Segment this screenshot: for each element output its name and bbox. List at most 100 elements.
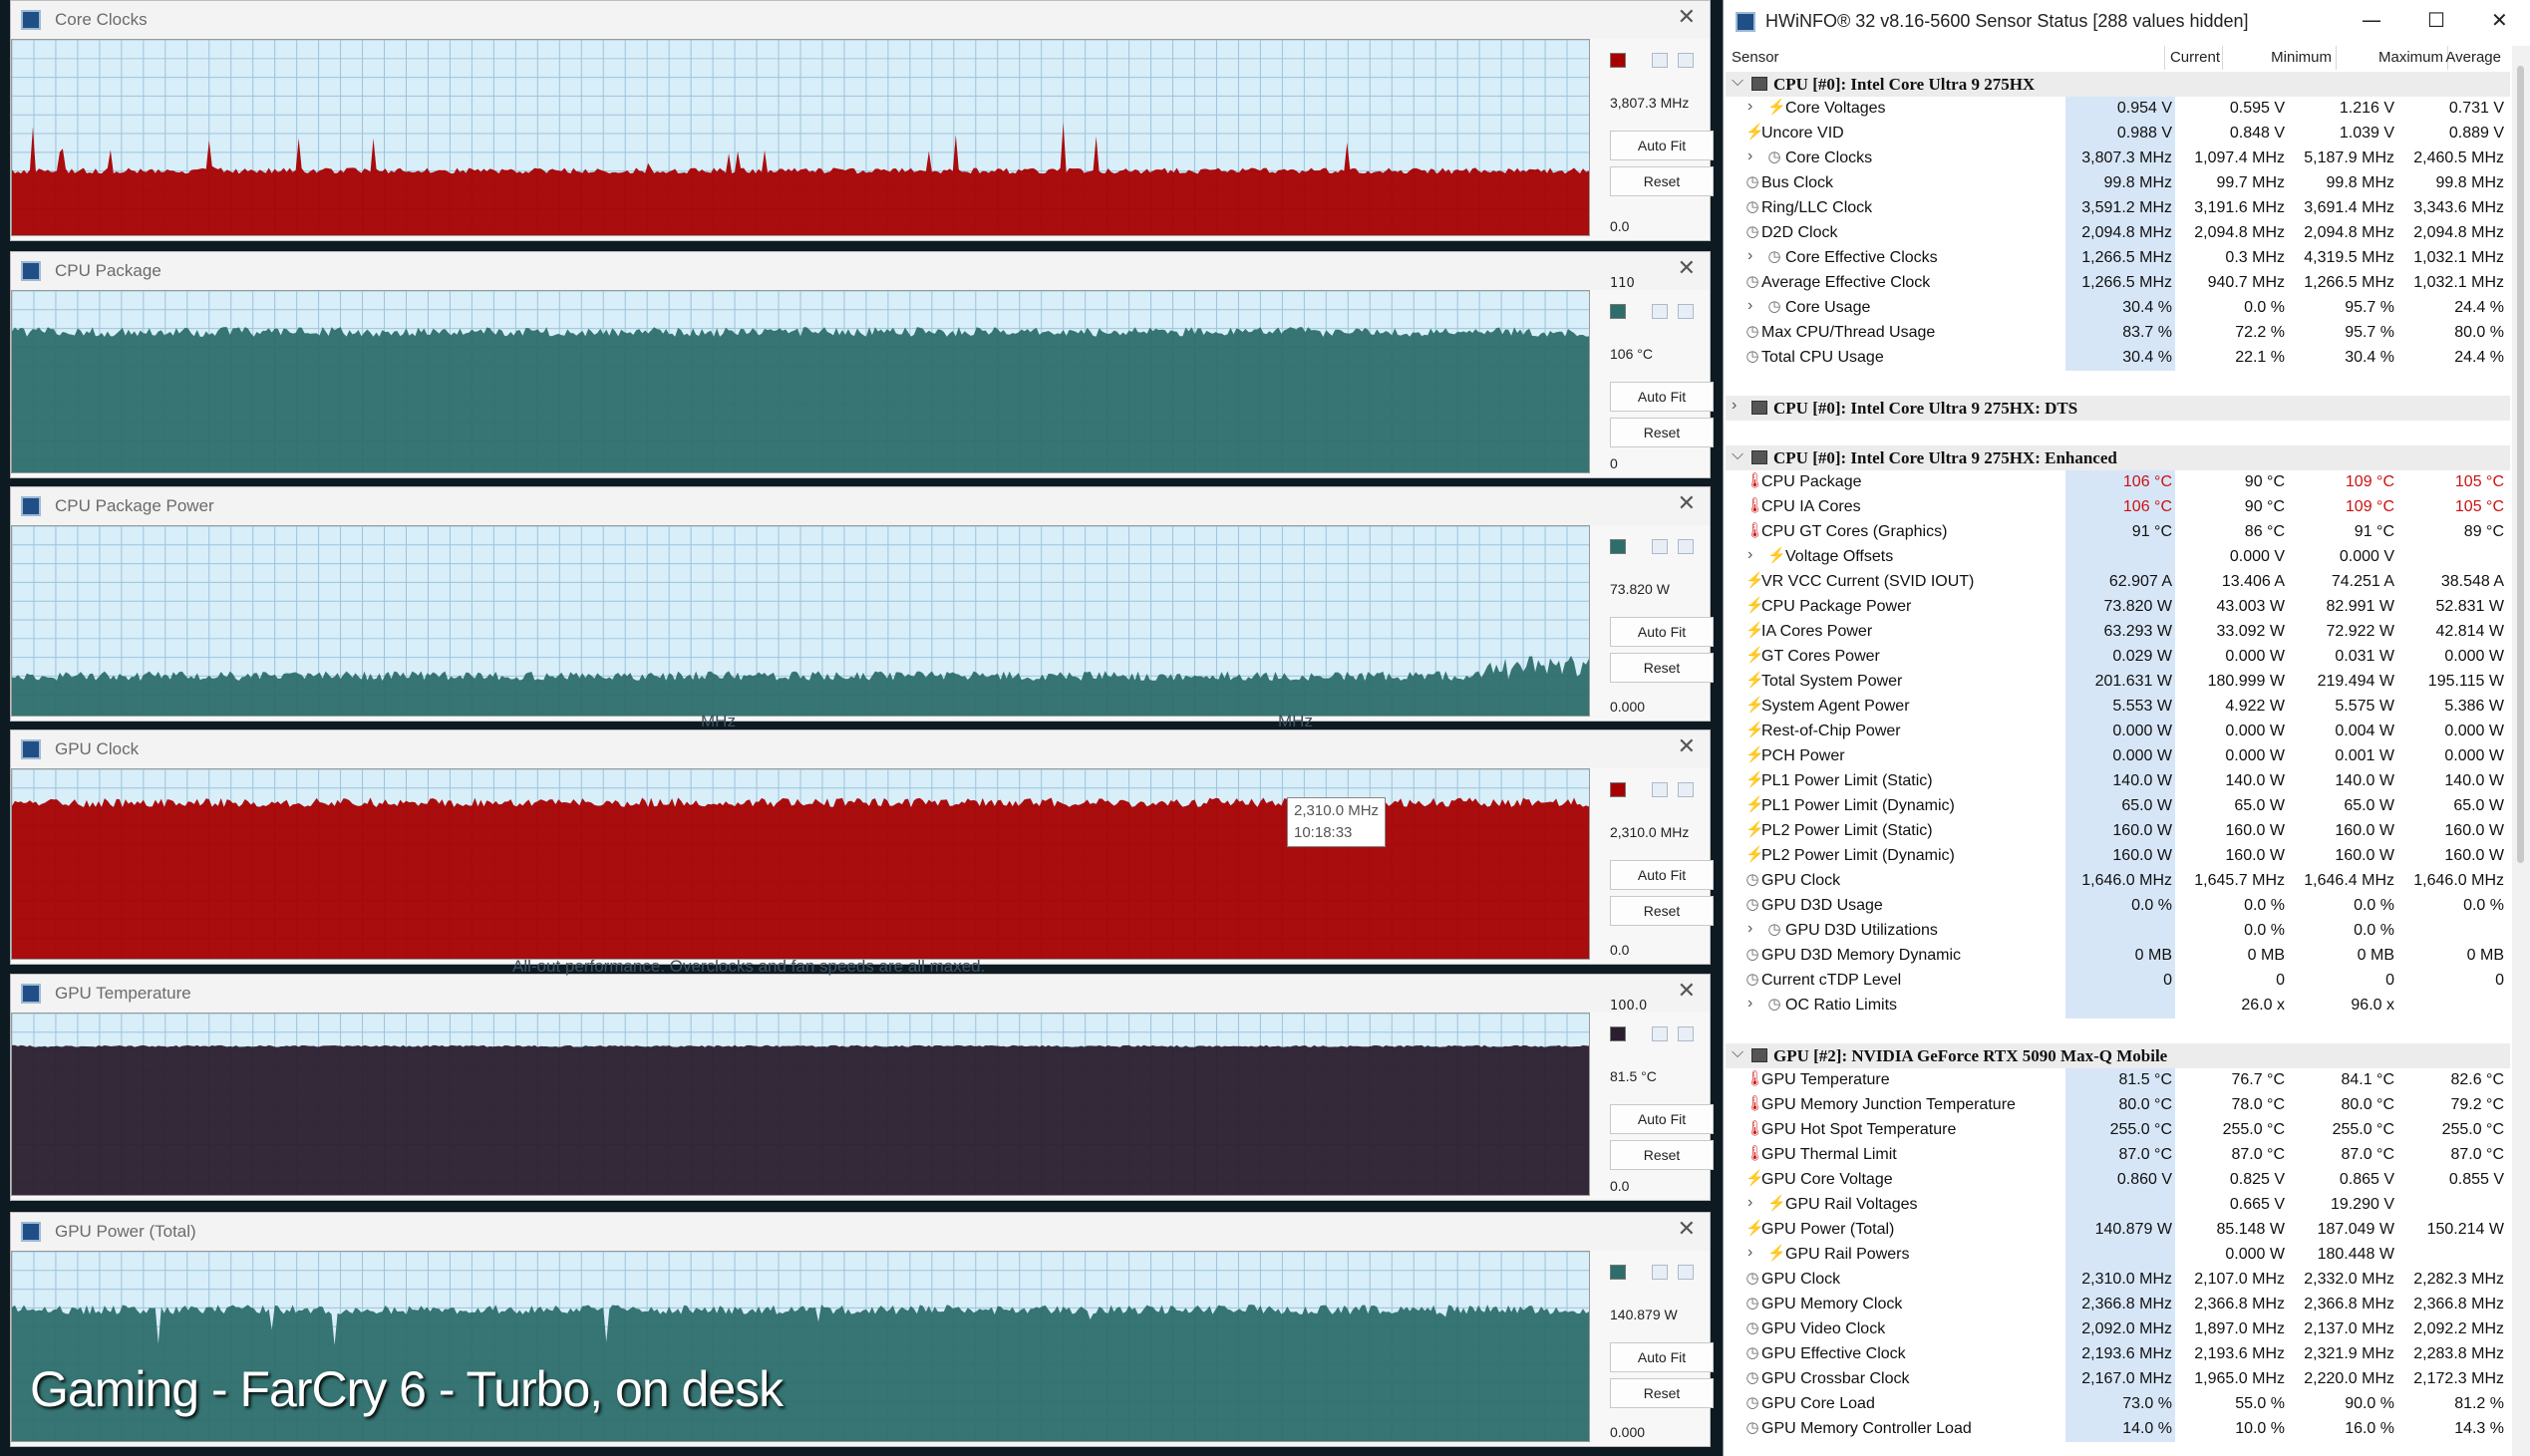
close-icon[interactable]: ✕ (1677, 979, 1696, 1004)
close-icon[interactable]: ✕ (1677, 1217, 1696, 1242)
col-minimum[interactable]: Minimum (2271, 49, 2332, 66)
sensor-row[interactable]: ⚡ CPU Package Power 73.820 W 43.003 W 82.991… (1724, 595, 2510, 620)
chevron-right-icon[interactable]: › (1747, 147, 1753, 164)
graph-window-0[interactable]: Core Clocks ✕ 3,807.3 MHz Auto Fit Reset 0.0 (10, 0, 1714, 241)
graph-titlebar[interactable]: GPU Power (Total) ✕ (11, 1213, 1710, 1251)
swatch-2[interactable] (1652, 1026, 1668, 1041)
sensor-row[interactable]: ◷ GPU Effective Clock 2,193.6 MHz 2,193.6 M… (1724, 1342, 2510, 1367)
sensor-row[interactable]: ⚡ VR VCC Current (SVID IOUT) 62.907 A 13.40… (1724, 570, 2510, 595)
auto-fit-button[interactable]: Auto Fit (1610, 860, 1714, 890)
sensor-row[interactable]: › ◷ Core Clocks 3,807.3 MHz 1,097.4 MHz 5,187… (1724, 146, 2510, 171)
auto-fit-button[interactable]: Auto Fit (1610, 1104, 1714, 1134)
reset-button[interactable]: Reset (1610, 1140, 1714, 1170)
col-maximum[interactable]: Maximum (2377, 49, 2443, 66)
swatch-3[interactable] (1678, 539, 1694, 554)
swatch-2[interactable] (1652, 782, 1668, 797)
sensor-row[interactable]: ⚡ GPU Core Voltage 0.860 V 0.825 V 0.865 V 0.… (1724, 1168, 2510, 1193)
sensor-row[interactable]: 🌡 CPU GT Cores (Graphics) 91 °C 86 °C 91 °C 8… (1724, 520, 2510, 545)
sensor-row[interactable]: ◷ GPU Clock 2,310.0 MHz 2,107.0 MHz 2,332.0 … (1724, 1268, 2510, 1293)
col-sensor[interactable]: Sensor (1732, 49, 1779, 66)
sensor-row[interactable]: ◷ Total CPU Usage 30.4 % 22.1 % 30.4 % 24.4 % (1724, 346, 2510, 371)
color-swatch[interactable] (1610, 304, 1626, 319)
sensor-row[interactable]: ◷ GPU Clock 1,646.0 MHz 1,645.7 MHz 1,646.4 … (1724, 869, 2510, 894)
swatch-3[interactable] (1678, 53, 1694, 68)
sensor-row[interactable]: › ⚡ GPU Rail Voltages 0.665 V 19.290 V (1724, 1193, 2510, 1218)
vertical-scrollbar[interactable] (2512, 46, 2530, 1456)
swatch-2[interactable] (1652, 304, 1668, 319)
sensor-row[interactable]: ◷ Max CPU/Thread Usage 83.7 % 72.2 % 95.7 % 8… (1724, 321, 2510, 346)
sensor-row[interactable]: ◷ GPU D3D Memory Dynamic 0 MB 0 MB 0 MB 0 MB (1724, 944, 2510, 969)
col-average[interactable]: Average (2445, 49, 2501, 66)
sensor-row[interactable]: ⚡ PL2 Power Limit (Dynamic) 160.0 W 160.0 W… (1724, 844, 2510, 869)
sensor-group[interactable]: ⌵ CPU [#0]: Intel Core Ultra 9 275HX (1724, 72, 2510, 97)
chevron-right-icon[interactable]: › (1747, 247, 1753, 264)
sensor-row[interactable]: ⚡ IA Cores Power 63.293 W 33.092 W 72.922 W 4… (1724, 620, 2510, 645)
reset-button[interactable]: Reset (1610, 1378, 1714, 1408)
color-swatch[interactable] (1610, 1026, 1626, 1041)
chevron-right-icon[interactable]: › (1732, 397, 1738, 414)
swatch-3[interactable] (1678, 782, 1694, 797)
col-current[interactable]: Current (2169, 49, 2220, 66)
sensor-row[interactable]: › ◷ GPU D3D Utilizations 0.0 % 0.0 % (1724, 919, 2510, 944)
close-icon[interactable]: ✕ (1677, 256, 1696, 281)
sensor-row[interactable]: ◷ Ring/LLC Clock 3,591.2 MHz 3,191.6 MHz 3,6… (1724, 196, 2510, 221)
sensor-row[interactable]: ⚡ PL1 Power Limit (Static) 140.0 W 140.0 W 1… (1724, 769, 2510, 794)
sensor-row[interactable]: › ⚡ Core Voltages 0.954 V 0.595 V 1.216 V 0.73… (1724, 97, 2510, 122)
swatch-2[interactable] (1652, 53, 1668, 68)
reset-button[interactable]: Reset (1610, 896, 1714, 926)
reset-button[interactable]: Reset (1610, 166, 1714, 196)
chevron-right-icon[interactable]: › (1747, 546, 1753, 563)
sensor-row[interactable]: ⚡ Rest-of-Chip Power 0.000 W 0.000 W 0.004 W… (1724, 720, 2510, 744)
graph-titlebar[interactable]: GPU Clock ✕ (11, 730, 1710, 768)
auto-fit-button[interactable]: Auto Fit (1610, 382, 1714, 412)
graph-titlebar[interactable]: Core Clocks ✕ (11, 1, 1710, 39)
sensor-row[interactable]: ⚡ PL2 Power Limit (Static) 160.0 W 160.0 W 1… (1724, 819, 2510, 844)
sensor-row[interactable]: › ◷ Core Usage 30.4 % 0.0 % 95.7 % 24.4 % (1724, 296, 2510, 321)
sensor-row[interactable]: ⚡ GT Cores Power 0.029 W 0.000 W 0.031 W 0.00… (1724, 645, 2510, 670)
sensor-row[interactable]: ⚡ PL1 Power Limit (Dynamic) 65.0 W 65.0 W 65… (1724, 794, 2510, 819)
minimize-button[interactable]: — (2362, 8, 2381, 32)
reset-button[interactable]: Reset (1610, 653, 1714, 683)
color-swatch[interactable] (1610, 539, 1626, 554)
sensor-row[interactable]: 🌡 GPU Thermal Limit 87.0 °C 87.0 °C 87.0 °C 8… (1724, 1143, 2510, 1168)
graph-window-2[interactable]: CPU Package Power ✕ 73.820 W Auto Fit Reset 0… (10, 486, 1714, 722)
color-swatch[interactable] (1610, 1265, 1626, 1280)
scrollbar-thumb[interactable] (2517, 66, 2524, 863)
sensor-row[interactable]: 🌡 GPU Temperature 81.5 °C 76.7 °C 84.1 °C 82.… (1724, 1068, 2510, 1093)
sensor-group[interactable]: › CPU [#0]: Intel Core Ultra 9 275HX: DTS (1724, 396, 2510, 421)
sensor-row[interactable]: 🌡 CPU Package 106 °C 90 °C 109 °C 105 °C (1724, 470, 2510, 495)
sensor-row[interactable]: ⚡ Uncore VID 0.988 V 0.848 V 1.039 V 0.889 V (1724, 122, 2510, 146)
chevron-down-icon[interactable]: ⌵ (1732, 1044, 1744, 1061)
graph-titlebar[interactable]: CPU Package ✕ (11, 252, 1710, 290)
sensor-row[interactable]: ⚡ Total System Power 201.631 W 180.999 W 219… (1724, 670, 2510, 695)
close-icon[interactable]: ✕ (1677, 5, 1696, 30)
sensor-row[interactable]: ◷ Average Effective Clock 1,266.5 MHz 940.7… (1724, 271, 2510, 296)
sensor-row[interactable]: ◷ GPU Memory Clock 2,366.8 MHz 2,366.8 MHz 2… (1724, 1293, 2510, 1317)
auto-fit-button[interactable]: Auto Fit (1610, 131, 1714, 160)
reset-button[interactable]: Reset (1610, 418, 1714, 447)
sensor-row[interactable]: 🌡 GPU Hot Spot Temperature 255.0 °C 255.0 °… (1724, 1118, 2510, 1143)
graph-window-5[interactable]: GPU Power (Total) ✕ 140.879 W Auto Fit Reset… (10, 1212, 1714, 1447)
swatch-3[interactable] (1678, 1265, 1694, 1280)
sensor-row[interactable]: ◷ GPU Core Load 73.0 % 55.0 % 90.0 % 81.2 % (1724, 1392, 2510, 1417)
chevron-right-icon[interactable]: › (1747, 995, 1753, 1012)
sensor-row[interactable]: 🌡 CPU IA Cores 106 °C 90 °C 109 °C 105 °C (1724, 495, 2510, 520)
sensor-row[interactable]: › ◷ Core Effective Clocks 1,266.5 MHz 0.3 MH… (1724, 246, 2510, 271)
graph-titlebar[interactable]: GPU Temperature ✕ (11, 975, 1710, 1013)
sensor-row[interactable]: ◷ GPU Video Clock 2,092.0 MHz 1,897.0 MHz 2,… (1724, 1317, 2510, 1342)
sensor-row[interactable]: ◷ Bus Clock 99.8 MHz 99.7 MHz 99.8 MHz 99.8 M… (1724, 171, 2510, 196)
sensor-row[interactable]: ⚡ GPU Power (Total) 140.879 W 85.148 W 187.0… (1724, 1218, 2510, 1243)
chevron-right-icon[interactable]: › (1747, 1194, 1753, 1211)
graph-window-1[interactable]: CPU Package ✕ 110 106 °C Auto Fit Reset 0 (10, 251, 1714, 478)
swatch-2[interactable] (1652, 539, 1668, 554)
auto-fit-button[interactable]: Auto Fit (1610, 617, 1714, 647)
maximize-button[interactable]: ☐ (2427, 8, 2445, 32)
auto-fit-button[interactable]: Auto Fit (1610, 1342, 1714, 1372)
sensor-row[interactable]: ⚡ System Agent Power 5.553 W 4.922 W 5.575 W… (1724, 695, 2510, 720)
swatch-3[interactable] (1678, 304, 1694, 319)
sensor-row[interactable]: ◷ GPU Memory Controller Load 14.0 % 10.0 % 1… (1724, 1417, 2510, 1442)
sensor-group[interactable]: ⌵ GPU [#2]: NVIDIA GeForce RTX 5090 Max-Q… (1724, 1043, 2510, 1068)
close-icon[interactable]: ✕ (1677, 734, 1696, 759)
graph-window-3[interactable]: GPU Clock ✕ 2,310.0 MHz Auto Fit Reset 0.0 (10, 729, 1714, 965)
color-swatch[interactable] (1610, 782, 1626, 797)
